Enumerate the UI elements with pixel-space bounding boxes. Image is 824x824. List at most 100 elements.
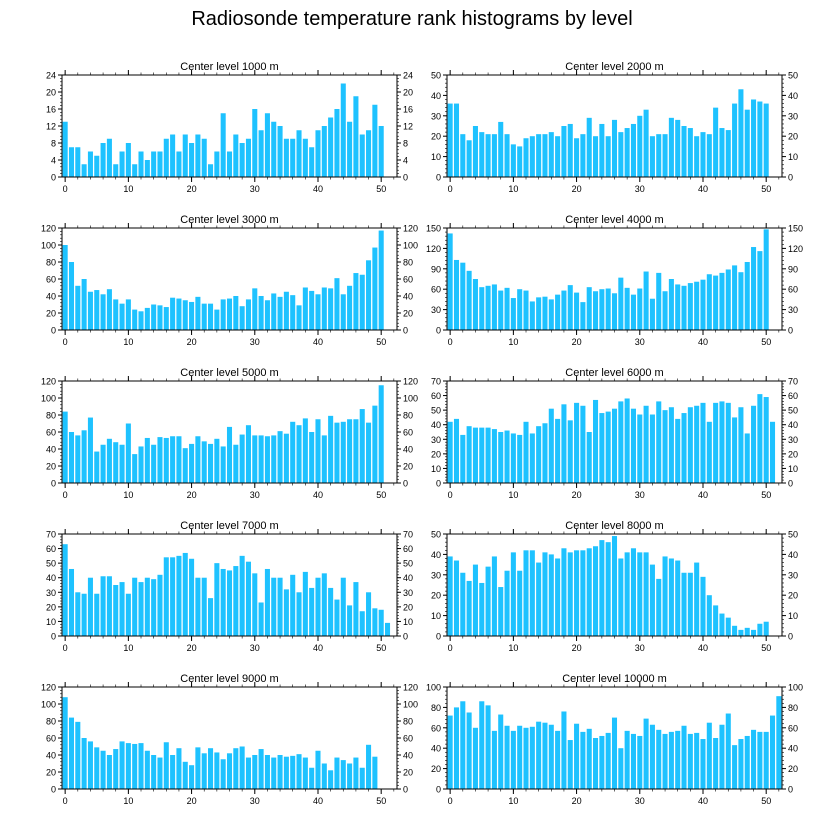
bar <box>580 405 586 483</box>
y-tick-label: 4 <box>51 156 56 166</box>
bar <box>757 623 763 636</box>
bar <box>75 147 81 177</box>
bar <box>144 160 150 177</box>
bar <box>245 425 251 483</box>
bar <box>277 577 283 636</box>
x-tick-label: 10 <box>508 643 518 653</box>
bar <box>353 757 359 789</box>
bar <box>113 164 119 177</box>
bar <box>555 730 561 789</box>
bar <box>113 749 119 789</box>
y-tick-label: 30 <box>46 588 56 598</box>
bar <box>62 245 68 330</box>
y-tick-label: 0 <box>436 785 441 795</box>
figure-title: Radiosonde temperature rank histograms b… <box>191 8 633 30</box>
y-tick-label: 60 <box>788 391 798 401</box>
bar <box>201 303 207 330</box>
bar <box>618 558 624 636</box>
bar <box>656 134 662 177</box>
bar <box>744 109 750 177</box>
bar <box>163 742 169 789</box>
bar <box>252 288 258 330</box>
y-tick-label: 0 <box>403 632 408 642</box>
bar <box>151 755 157 789</box>
bar <box>226 753 233 789</box>
bar <box>529 433 535 483</box>
bar <box>366 260 372 330</box>
y-tick-label: 50 <box>403 559 413 569</box>
y-tick-label: 50 <box>46 559 56 569</box>
bar <box>662 556 668 636</box>
bar <box>68 262 75 330</box>
bar <box>662 410 668 483</box>
bar <box>605 288 611 330</box>
bar <box>353 419 359 483</box>
bar <box>170 436 176 483</box>
bar <box>504 134 510 177</box>
bar <box>125 143 131 177</box>
y-tick-label: 50 <box>431 406 441 416</box>
bar <box>529 550 535 636</box>
bar <box>290 574 296 636</box>
bar <box>94 593 100 636</box>
bar <box>151 151 157 177</box>
bar <box>536 134 542 177</box>
y-tick-label: 90 <box>431 264 441 274</box>
bar <box>479 132 485 177</box>
x-tick-label: 40 <box>698 796 708 806</box>
bar <box>713 738 719 789</box>
x-tick-label: 20 <box>572 337 582 347</box>
x-tick-label: 50 <box>376 643 386 653</box>
y-tick-label: 120 <box>41 683 56 693</box>
bar <box>195 577 201 636</box>
x-tick-label: 40 <box>698 184 708 194</box>
y-tick-label: 0 <box>51 479 56 489</box>
bar <box>574 292 580 330</box>
x-tick-label: 40 <box>313 184 323 194</box>
bar <box>283 138 289 177</box>
bar <box>87 151 93 177</box>
bar <box>189 765 195 789</box>
bar <box>378 385 384 483</box>
bar <box>599 735 605 789</box>
bar <box>751 99 757 177</box>
bar <box>94 290 100 330</box>
bar <box>163 307 169 330</box>
bar <box>340 83 346 177</box>
bar <box>732 745 738 789</box>
bar <box>738 629 744 636</box>
bar <box>668 407 674 483</box>
bar <box>687 407 693 483</box>
bar <box>694 136 700 177</box>
y-tick-label: 0 <box>788 326 793 336</box>
x-tick-label: 30 <box>250 184 260 194</box>
bar <box>542 296 548 330</box>
x-tick-label: 30 <box>635 490 645 500</box>
y-tick-label: 50 <box>788 530 798 540</box>
bar <box>738 272 744 330</box>
bar <box>144 307 150 330</box>
bar <box>574 402 580 483</box>
bar <box>100 143 106 177</box>
y-tick-label: 0 <box>436 173 441 183</box>
y-tick-label: 120 <box>403 377 418 387</box>
bar <box>277 296 283 330</box>
bar <box>498 714 504 789</box>
bar <box>170 755 176 789</box>
bar <box>510 433 516 483</box>
y-tick-label: 40 <box>403 445 413 455</box>
y-tick-label: 60 <box>403 275 413 285</box>
bar <box>624 398 630 483</box>
bar <box>106 576 112 636</box>
bar <box>491 284 497 330</box>
bar <box>567 123 573 177</box>
y-tick-label: 60 <box>431 723 441 733</box>
x-tick-label: 0 <box>63 184 68 194</box>
bar <box>738 739 744 789</box>
y-tick-label: 40 <box>788 744 798 754</box>
bar <box>195 436 201 483</box>
y-tick-label: 10 <box>788 611 798 621</box>
y-tick-label: 0 <box>403 326 408 336</box>
bar <box>510 298 516 330</box>
